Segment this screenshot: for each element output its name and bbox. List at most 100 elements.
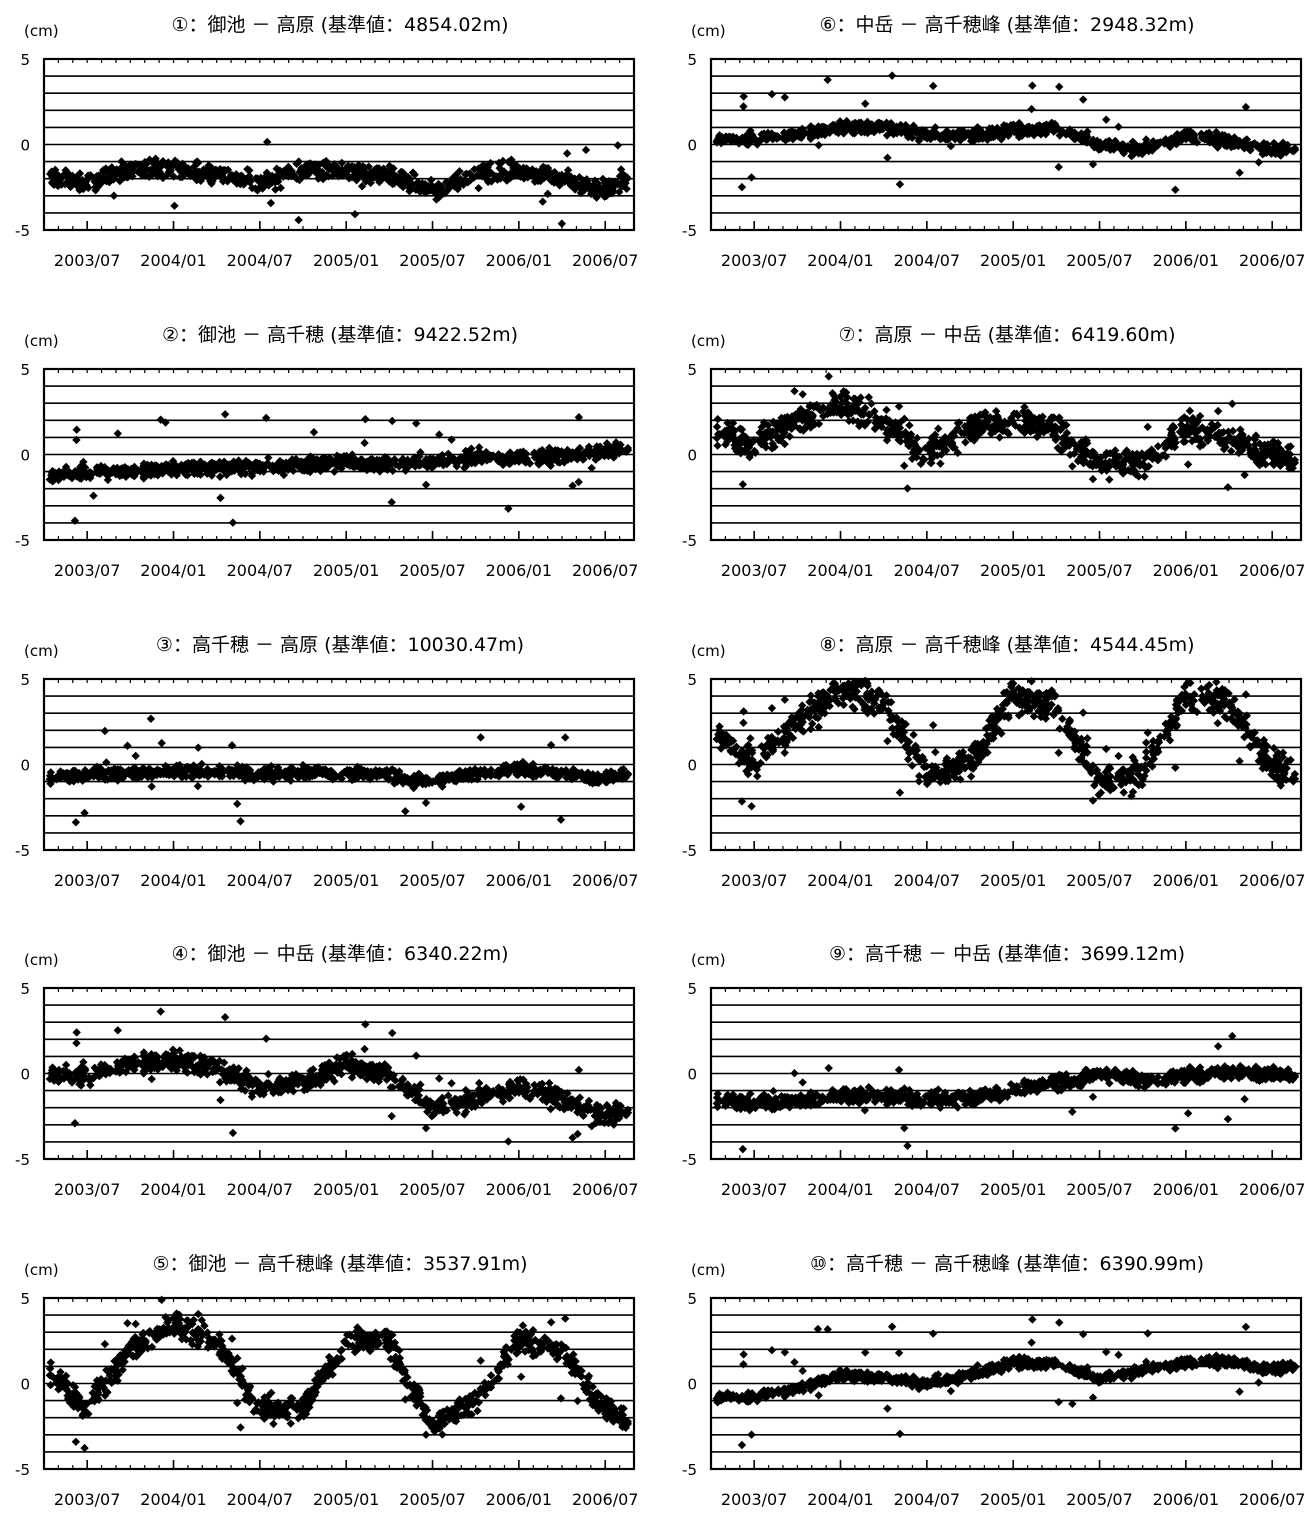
data-point [114, 1026, 122, 1034]
x-tick-label: 2005/01 [313, 1180, 379, 1199]
x-tick-label: 2006/01 [486, 1490, 552, 1509]
y-tick-label: -5 [15, 532, 30, 550]
x-tick-label: 2006/07 [572, 871, 638, 890]
x-tick-label: 2006/01 [486, 871, 552, 890]
x-tick-label: 2004/01 [140, 251, 206, 270]
scatter-series [46, 715, 632, 827]
data-point [132, 752, 140, 760]
data-point [517, 1373, 525, 1381]
data-point [435, 1074, 443, 1082]
data-point [561, 733, 569, 741]
x-tick-label: 2003/07 [54, 871, 120, 890]
data-point [474, 184, 482, 192]
y-tick-label: 5 [20, 671, 30, 689]
data-point [194, 743, 202, 751]
x-tick-label: 2004/01 [140, 1180, 206, 1199]
data-point [236, 1423, 244, 1431]
data-point [422, 799, 430, 807]
x-tick-label: 2004/07 [227, 251, 293, 270]
data-point [614, 141, 622, 149]
data-point [47, 1358, 55, 1366]
data-point [89, 492, 97, 500]
data-point [71, 1119, 79, 1127]
data-point [170, 202, 178, 210]
data-point [123, 1319, 131, 1327]
data-point [388, 417, 396, 425]
y-tick-label: 5 [20, 1290, 30, 1308]
x-tick-label: 2003/07 [54, 251, 120, 270]
scatter-series [46, 138, 632, 228]
data-point [148, 782, 156, 790]
x-tick-label: 2004/07 [227, 871, 293, 890]
x-tick-label: 2004/01 [140, 1490, 206, 1509]
x-tick-label: 2003/07 [54, 561, 120, 580]
data-point [101, 1340, 109, 1348]
x-tick-label: 2005/01 [313, 1490, 379, 1509]
data-point [194, 782, 202, 790]
data-point [477, 733, 485, 741]
data-point [262, 1034, 270, 1042]
x-tick-label: 2003/07 [54, 1490, 120, 1509]
x-tick-label: 2005/01 [313, 561, 379, 580]
data-point [72, 1028, 80, 1036]
y-tick-label: 5 [20, 361, 30, 379]
data-point [123, 742, 131, 750]
data-point [101, 727, 109, 735]
y-tick-label: -5 [15, 222, 30, 240]
x-tick-label: 2004/01 [140, 561, 206, 580]
data-point [547, 1318, 555, 1326]
y-tick-label: 0 [20, 447, 30, 465]
x-tick-label: 2005/07 [399, 871, 465, 890]
data-point [267, 199, 275, 207]
x-tick-label: 2004/07 [227, 561, 293, 580]
scatter-series [46, 410, 633, 527]
scatter-series [46, 1296, 632, 1453]
data-point [361, 1020, 369, 1028]
data-point [563, 149, 571, 157]
data-point [216, 1096, 224, 1104]
y-tick-label: 0 [20, 1066, 30, 1084]
y-tick-label: -5 [15, 1461, 30, 1479]
x-tick-label: 2005/07 [399, 251, 465, 270]
y-tick-label: -5 [15, 842, 30, 860]
data-point [158, 739, 166, 747]
data-point [221, 1013, 229, 1021]
x-tick-label: 2005/01 [313, 251, 379, 270]
x-tick-label: 2004/07 [227, 1490, 293, 1509]
x-tick-label: 2004/07 [227, 1180, 293, 1199]
data-point [72, 1039, 80, 1047]
y-tick-label: 0 [20, 137, 30, 155]
data-point [557, 815, 565, 823]
data-point [447, 1079, 455, 1087]
data-point [388, 1112, 396, 1120]
data-point [80, 1444, 88, 1452]
data-point [102, 758, 110, 766]
data-point [72, 426, 80, 434]
data-point [148, 1075, 156, 1083]
data-point [310, 428, 318, 436]
data-point [558, 219, 566, 227]
data-point [351, 210, 359, 218]
data-point [539, 197, 547, 205]
data-point [544, 190, 552, 198]
x-tick-label: 2004/01 [140, 871, 206, 890]
data-point [582, 146, 590, 154]
data-point [545, 1079, 553, 1087]
y-tick-label: 0 [20, 757, 30, 775]
y-tick-label: 5 [20, 51, 30, 69]
x-tick-label: 2006/07 [572, 1490, 638, 1509]
x-tick-label: 2003/07 [54, 1180, 120, 1199]
data-point [228, 741, 236, 749]
data-point [216, 494, 224, 502]
x-tick-label: 2005/07 [399, 1180, 465, 1199]
data-point [412, 1052, 420, 1060]
data-point [422, 481, 430, 489]
x-tick-label: 2006/01 [486, 251, 552, 270]
